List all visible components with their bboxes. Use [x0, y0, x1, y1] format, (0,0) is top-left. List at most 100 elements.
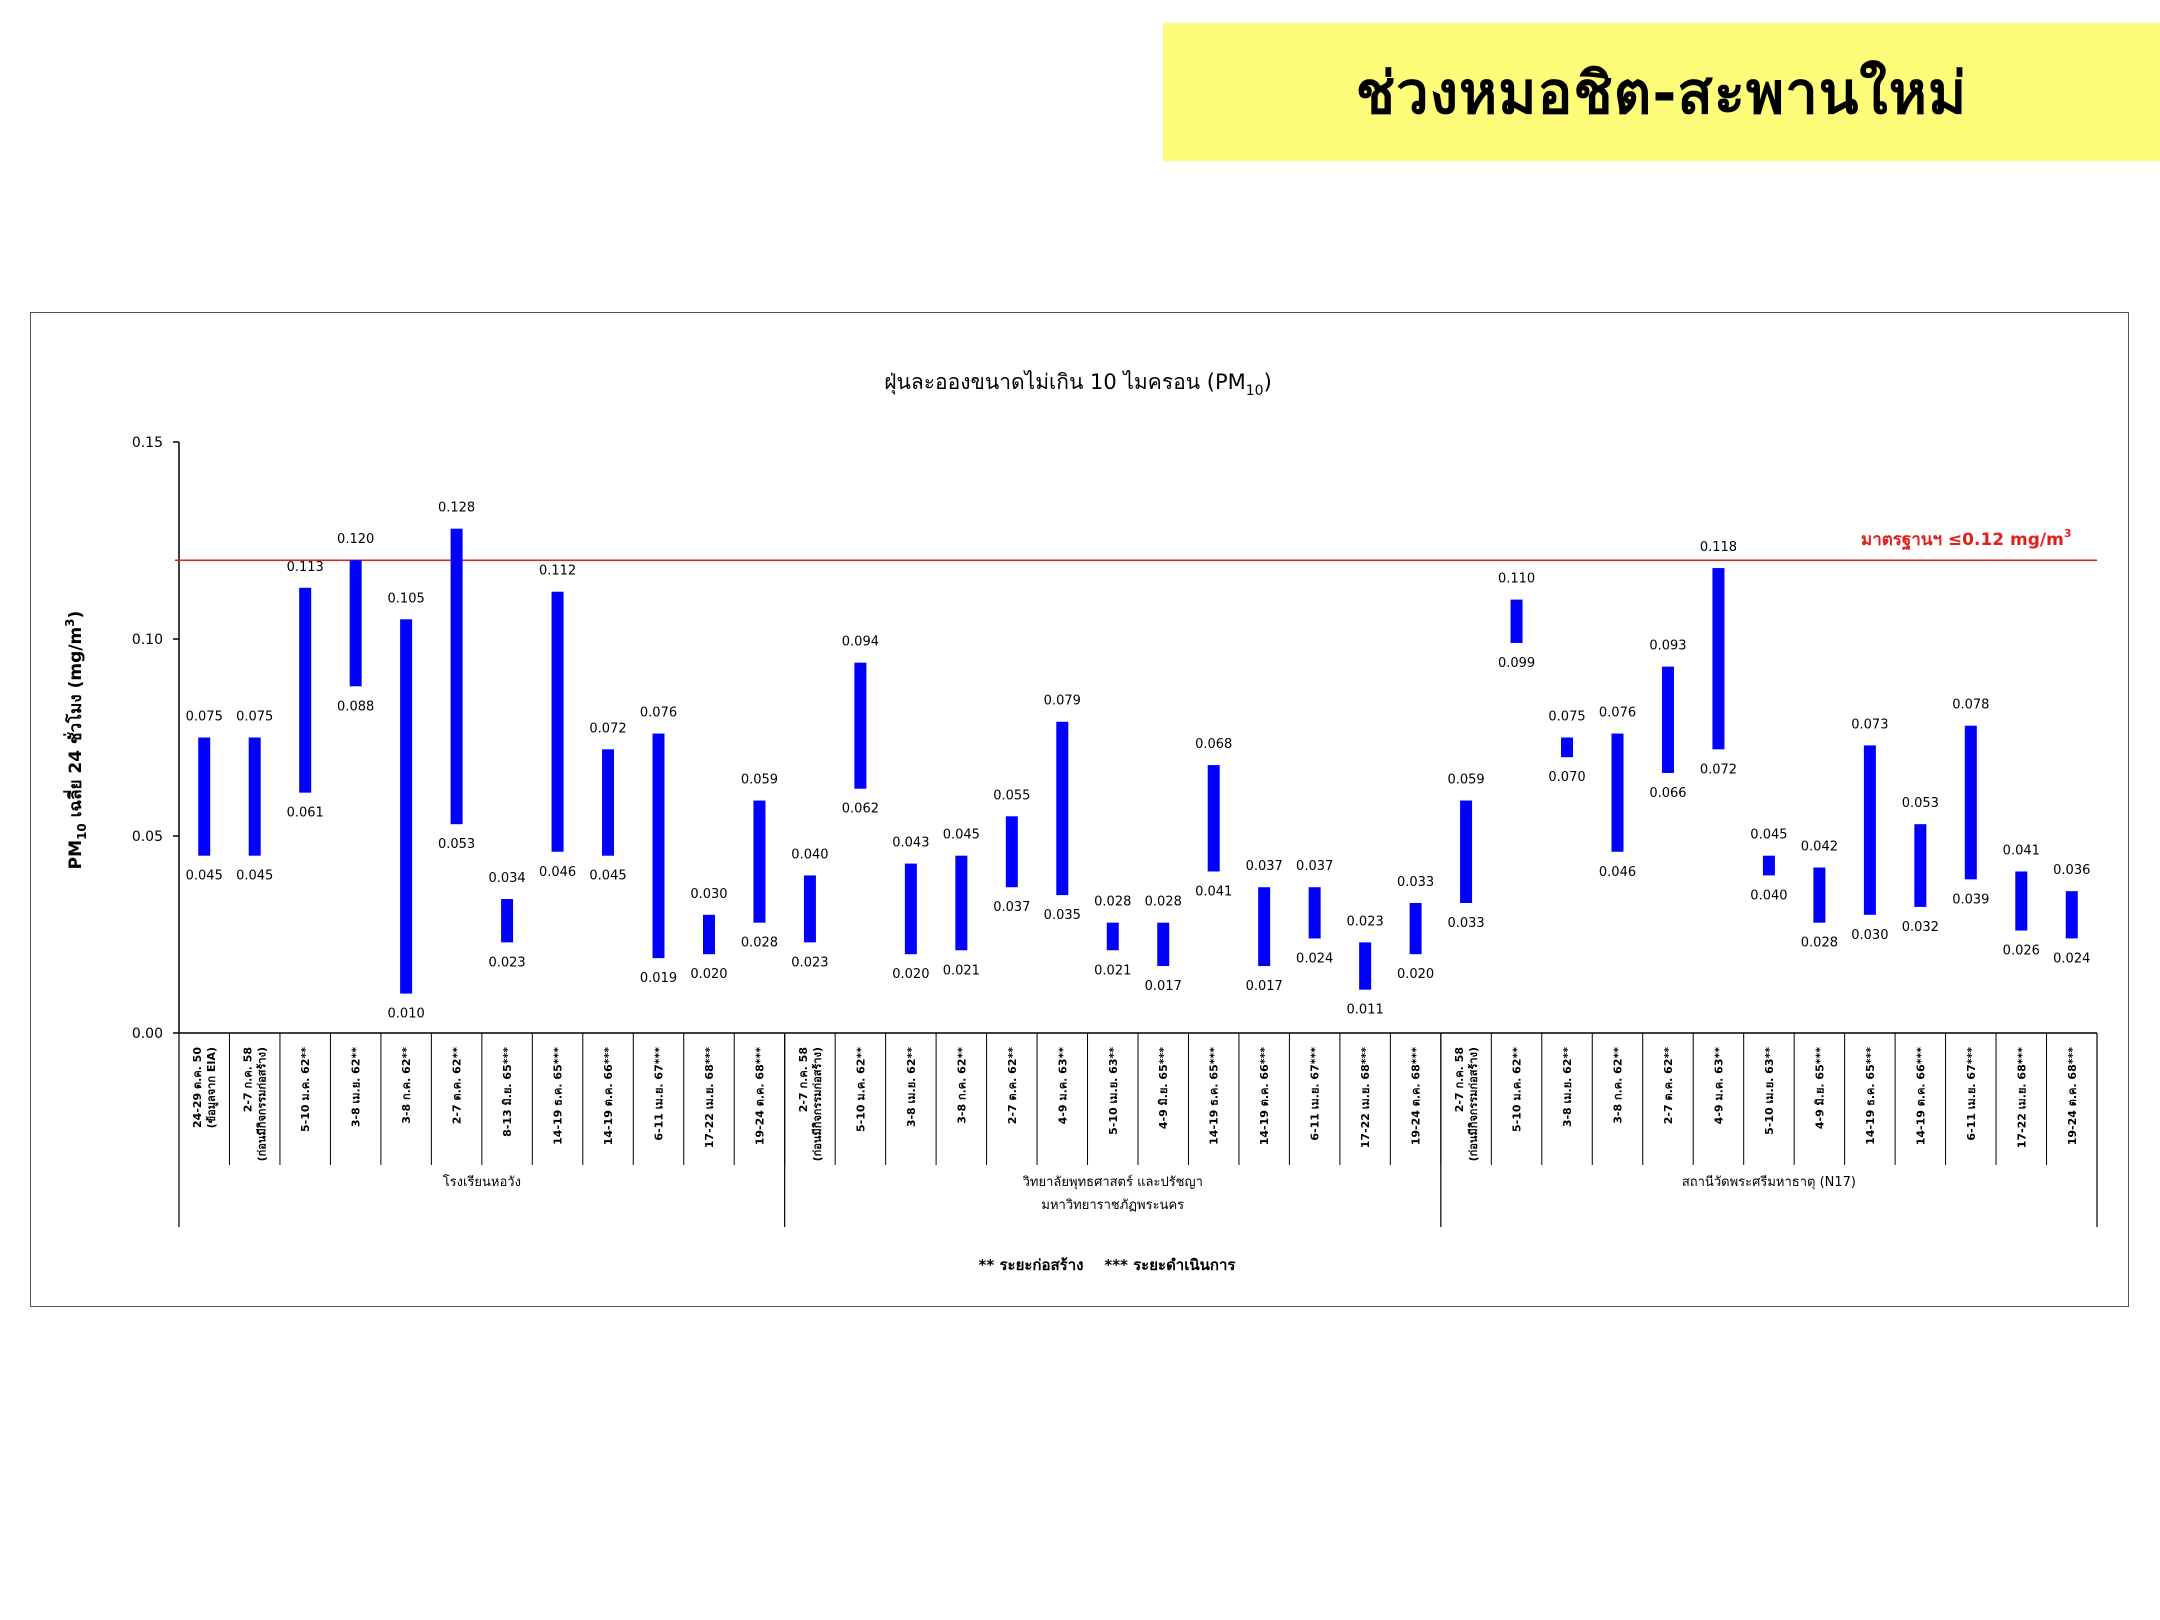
max-value-label: 0.112 — [539, 564, 576, 579]
category-label: 19-24 ต.ค. 68*** — [753, 1047, 766, 1146]
max-value-label: 0.045 — [943, 828, 980, 843]
max-value-label: 0.055 — [993, 788, 1030, 803]
min-value-label: 0.010 — [388, 1007, 425, 1022]
category-label: 19-24 ต.ค. 68*** — [2066, 1047, 2079, 1146]
max-value-label: 0.076 — [640, 706, 677, 721]
max-value-label: 0.023 — [1347, 914, 1384, 929]
min-value-label: 0.041 — [1195, 884, 1232, 899]
category-label: 3-8 ก.ค. 62** — [1612, 1047, 1625, 1124]
min-value-label: 0.028 — [741, 936, 778, 951]
max-value-label: 0.105 — [388, 591, 425, 606]
category-label: 3-8 เม.ย. 62** — [350, 1047, 363, 1127]
range-bar — [1611, 733, 1624, 852]
category-label-note: (ก่อนมีกิจกรรมก่อสร้าง) — [1467, 1047, 1480, 1161]
min-value-label: 0.072 — [1700, 762, 1737, 777]
range-bar — [2015, 871, 2028, 931]
range-bar — [501, 899, 514, 943]
max-value-label: 0.120 — [337, 532, 374, 547]
range-bar — [803, 875, 816, 943]
range-bar — [1207, 765, 1220, 872]
max-value-label: 0.033 — [1397, 875, 1434, 890]
max-value-label: 0.075 — [236, 710, 273, 725]
min-value-label: 0.046 — [1599, 865, 1636, 880]
range-bar — [1157, 922, 1170, 967]
y-tick-label: 0.05 — [132, 829, 163, 845]
range-bar — [904, 863, 917, 955]
max-value-label: 0.030 — [690, 887, 727, 902]
range-bar — [1712, 568, 1725, 750]
category-label: 14-19 ธ.ค. 65*** — [1208, 1047, 1221, 1145]
max-value-label: 0.036 — [2053, 863, 2090, 878]
range-bar — [198, 737, 211, 856]
group-label: โรงเรียนหอวัง — [443, 1174, 521, 1190]
range-bar — [652, 733, 665, 959]
min-value-label: 0.046 — [539, 865, 576, 880]
min-value-label: 0.028 — [1801, 936, 1838, 951]
category-label: 3-8 เม.ย. 62** — [905, 1047, 918, 1127]
min-value-label: 0.020 — [892, 967, 929, 982]
range-bar — [1762, 855, 1775, 876]
max-value-label: 0.118 — [1700, 540, 1737, 555]
min-value-label: 0.024 — [2053, 951, 2090, 966]
max-value-label: 0.045 — [1750, 828, 1787, 843]
category-label: 19-24 ต.ค. 68*** — [1410, 1047, 1423, 1146]
category-label: 2-7 ต.ค. 62** — [1006, 1047, 1019, 1124]
max-value-label: 0.075 — [186, 710, 223, 725]
range-bar — [1510, 599, 1523, 643]
category-label: 14-19 ต.ค. 66*** — [602, 1047, 615, 1146]
pm10-range-chart: ฝุ่นละอองขนาดไม่เกิน 10 ไมครอน (PM10) PM… — [63, 370, 2098, 1274]
group-label: สถานีวัดพระศรีมหาธาตุ (N17) — [1682, 1174, 1856, 1190]
range-bar — [299, 587, 312, 793]
category-label: 6-11 เม.ย. 67*** — [1309, 1047, 1322, 1141]
min-value-label: 0.061 — [287, 806, 324, 821]
max-value-label: 0.037 — [1246, 859, 1283, 874]
category-label: 2-7 ต.ค. 62** — [1662, 1047, 1675, 1124]
min-value-label: 0.099 — [1498, 656, 1535, 671]
group-label-line2: มหาวิทยาราชภัฏพระนคร — [1041, 1198, 1184, 1213]
range-bar — [248, 737, 261, 856]
category-label: 3-8 ก.ค. 62** — [400, 1047, 413, 1124]
range-bar — [602, 749, 615, 856]
max-value-label: 0.041 — [2003, 843, 2040, 858]
category-label: 5-10 เม.ย. 63** — [1763, 1047, 1776, 1135]
category-label: 4-9 ม.ค. 63** — [1712, 1047, 1725, 1125]
range-bar — [702, 914, 715, 955]
title-banner: ช่วงหมอชิต-สะพานใหม่ — [1163, 23, 2160, 161]
range-bar — [400, 619, 413, 994]
chart-title: ฝุ่นละอองขนาดไม่เกิน 10 ไมครอน (PM10) — [884, 370, 1272, 399]
min-value-label: 0.045 — [589, 869, 626, 884]
category-label: 5-10 เม.ย. 63** — [1107, 1047, 1120, 1135]
range-bar — [1056, 721, 1069, 896]
max-value-label: 0.079 — [1044, 694, 1081, 709]
range-bar — [551, 591, 564, 852]
min-value-label: 0.088 — [337, 699, 374, 714]
min-value-label: 0.045 — [236, 869, 273, 884]
category-label: 4-9 มิ.ย. 65*** — [1157, 1047, 1170, 1129]
category-label: 3-8 ก.ค. 62** — [955, 1047, 968, 1124]
max-value-label: 0.110 — [1498, 572, 1535, 587]
category-label: 2-7 ก.ค. 58 — [797, 1047, 810, 1112]
min-value-label: 0.021 — [943, 963, 980, 978]
category-label: 17-22 เม.ย. 68*** — [2015, 1047, 2028, 1148]
category-label: 14-19 ธ.ค. 65*** — [1864, 1047, 1877, 1145]
min-value-label: 0.011 — [1347, 1003, 1384, 1018]
max-value-label: 0.043 — [892, 836, 929, 851]
category-label: 14-19 ต.ค. 66*** — [1258, 1047, 1271, 1146]
category-label: 14-19 ต.ค. 66*** — [1914, 1047, 1927, 1146]
min-value-label: 0.017 — [1145, 979, 1182, 994]
min-value-label: 0.021 — [1094, 963, 1131, 978]
min-value-label: 0.020 — [1397, 967, 1434, 982]
range-bar — [1005, 816, 1018, 888]
min-value-label: 0.030 — [1851, 928, 1888, 943]
max-value-label: 0.028 — [1094, 895, 1131, 910]
category-label: 4-9 ม.ค. 63** — [1056, 1047, 1069, 1125]
y-tick-label: 0.00 — [132, 1026, 163, 1042]
range-bar — [955, 855, 968, 951]
range-bar — [1409, 902, 1422, 955]
max-value-label: 0.059 — [741, 773, 778, 788]
category-label: 8-13 มิ.ย. 65*** — [501, 1047, 514, 1137]
max-value-label: 0.059 — [1447, 773, 1484, 788]
min-value-label: 0.037 — [993, 900, 1030, 915]
chart-frame: ฝุ่นละอองขนาดไม่เกิน 10 ไมครอน (PM10) PM… — [30, 312, 2129, 1307]
